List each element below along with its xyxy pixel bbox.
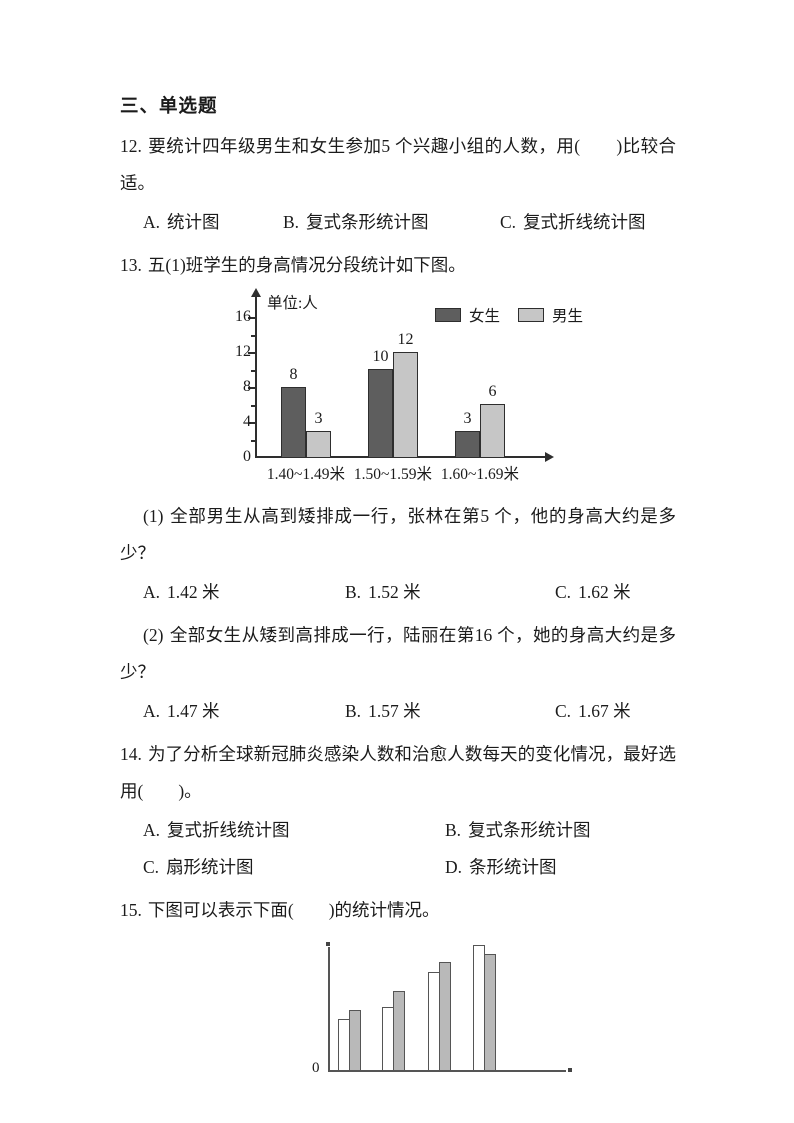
x-axis-end-dot <box>568 1068 572 1072</box>
y-axis-tick-label: 12 <box>235 343 251 360</box>
y-axis-arrow <box>251 288 261 297</box>
question-12-text: 要统计四年级男生和女生参加5 个兴趣小组的人数，用( )比较合适。 <box>120 136 676 193</box>
question-14-text: 为了分析全球新冠肺炎感染人数和治愈人数每天的变化情况，最好选用( )。 <box>120 744 676 801</box>
bar-white-1 <box>338 1019 350 1070</box>
y-axis-tick <box>251 334 255 337</box>
question-13-sub1: (1) 全部男生从高到矮排成一行，张林在第5 个，他的身高大约是多少？ <box>120 498 676 572</box>
question-14-options: A. 复式折线统计图 B. 复式条形统计图 C. 扇形统计图 D. 条形统计图 <box>120 812 676 886</box>
legend-swatch-boys <box>518 308 545 322</box>
sub1-text: 全部男生从高到矮排成一行，张林在第5 个，他的身高大约是多少？ <box>120 506 676 563</box>
legend-item-boys: 男生 <box>518 304 583 326</box>
y-axis <box>328 947 330 1071</box>
option-s1-b: B. 1.52 米 <box>345 582 421 602</box>
y-axis <box>255 296 257 458</box>
question-14: 14. 为了分析全球新冠肺炎感染人数和治愈人数每天的变化情况，最好选用( )。 <box>120 736 676 810</box>
option-14-d: D. 条形统计图 <box>445 857 557 877</box>
mini-chart: 0 <box>308 939 588 1091</box>
option-s2-c: C. 1.67 米 <box>555 701 631 721</box>
y-axis-tick <box>248 352 255 354</box>
sub1-label: (1) <box>143 506 164 526</box>
question-12-number: 12. <box>120 136 142 156</box>
option-12-c: C. 复式折线统计图 <box>500 212 646 232</box>
y-axis-end-dot <box>326 942 330 946</box>
section-heading: 三、单选题 <box>120 97 218 117</box>
bar-gray-3 <box>439 962 451 1070</box>
sub2-label: (2) <box>143 625 164 645</box>
y-axis-tick-label: 16 <box>235 308 251 325</box>
y-axis-tick-label: 8 <box>243 378 251 395</box>
bar-boys-1 <box>306 431 331 457</box>
option-14-a: A. 复式折线统计图 <box>143 820 290 840</box>
height-chart: 单位:人 女生 男生 0 4 8 12 16 8 3 1.40~1.49米 10 12 1.50~1.… <box>223 288 674 492</box>
y-axis-tick <box>251 404 255 407</box>
y-axis-tick <box>248 317 255 319</box>
y-axis-tick-label: 4 <box>243 413 251 430</box>
bar-value-label: 8 <box>289 366 298 383</box>
question-13-text: 五(1)班学生的身高情况分段统计如下图。 <box>147 255 466 275</box>
worksheet-page: 三、单选题 12. 要统计四年级男生和女生参加5 个兴趣小组的人数，用( )比较合… <box>120 97 676 1091</box>
sub1-options: A. 1.42 米 B. 1.52 米 C. 1.62 米 <box>120 574 676 611</box>
legend-swatch-girls <box>435 308 461 322</box>
question-12-options: A. 统计图 B. 复式条形统计图 C. 复式折线统计图 <box>120 204 676 241</box>
bar-white-2 <box>382 1007 394 1070</box>
question-13-sub2: (2) 全部女生从矮到高排成一行，陆丽在第16 个，她的身高大约是多少？ <box>120 617 676 691</box>
bar-gray-1 <box>349 1010 361 1070</box>
legend-item-girls: 女生 <box>435 304 500 326</box>
height-chart-legend: 女生 男生 <box>435 304 583 326</box>
x-axis <box>328 1070 566 1072</box>
option-12-b: B. 复式条形统计图 <box>283 212 429 232</box>
x-axis <box>255 456 547 458</box>
question-13-number: 13. <box>120 255 142 275</box>
question-12: 12. 要统计四年级男生和女生参加5 个兴趣小组的人数，用( )比较合适。 <box>120 128 676 202</box>
question-13: 13. 五(1)班学生的身高情况分段统计如下图。 <box>120 247 676 284</box>
bar-value-label: 12 <box>397 331 414 348</box>
bar-girls-3 <box>455 431 480 457</box>
bar-value-label: 6 <box>488 383 497 400</box>
bar-white-4 <box>473 945 485 1070</box>
y-axis-unit-label: 单位:人 <box>267 295 318 312</box>
sub2-text: 全部女生从矮到高排成一行，陆丽在第16 个，她的身高大约是多少？ <box>120 625 676 682</box>
bar-gray-4 <box>484 954 496 1070</box>
legend-label-boys: 男生 <box>552 308 584 325</box>
option-s2-b: B. 1.57 米 <box>345 701 421 721</box>
y-axis-tick <box>251 439 255 442</box>
x-axis-category-label: 1.40~1.49米 <box>266 466 346 483</box>
x-axis-category-label: 1.60~1.69米 <box>440 466 520 483</box>
bar-boys-3 <box>480 404 505 457</box>
bar-gray-2 <box>393 991 405 1070</box>
option-s1-c: C. 1.62 米 <box>555 582 631 602</box>
bar-girls-2 <box>368 369 393 457</box>
option-14-c: C. 扇形统计图 <box>143 857 254 877</box>
sub2-options: A. 1.47 米 B. 1.57 米 C. 1.67 米 <box>120 693 676 730</box>
x-axis-category-label: 1.50~1.59米 <box>353 466 433 483</box>
x-axis-arrow <box>545 452 554 462</box>
option-14-b: B. 复式条形统计图 <box>445 820 591 840</box>
origin-label: 0 <box>312 1060 320 1076</box>
y-axis-tick <box>251 369 255 372</box>
option-s2-a: A. 1.47 米 <box>143 701 220 721</box>
y-axis-tick-label: 0 <box>243 448 251 465</box>
y-axis-tick <box>248 387 255 389</box>
question-15-text: 下图可以表示下面( )的统计情况。 <box>147 900 440 920</box>
bar-boys-2 <box>393 352 418 457</box>
y-axis-tick <box>248 422 255 424</box>
bar-girls-1 <box>281 387 306 457</box>
bar-value-label: 3 <box>463 410 472 427</box>
option-s1-a: A. 1.42 米 <box>143 582 220 602</box>
bar-white-3 <box>428 972 440 1070</box>
option-12-a: A. 统计图 <box>143 212 220 232</box>
question-15-number: 15. <box>120 900 142 920</box>
bar-value-label: 3 <box>314 410 323 427</box>
legend-label-girls: 女生 <box>469 308 501 325</box>
question-14-number: 14. <box>120 744 142 764</box>
bar-value-label: 10 <box>372 348 389 365</box>
question-15: 15. 下图可以表示下面( )的统计情况。 <box>120 892 676 929</box>
